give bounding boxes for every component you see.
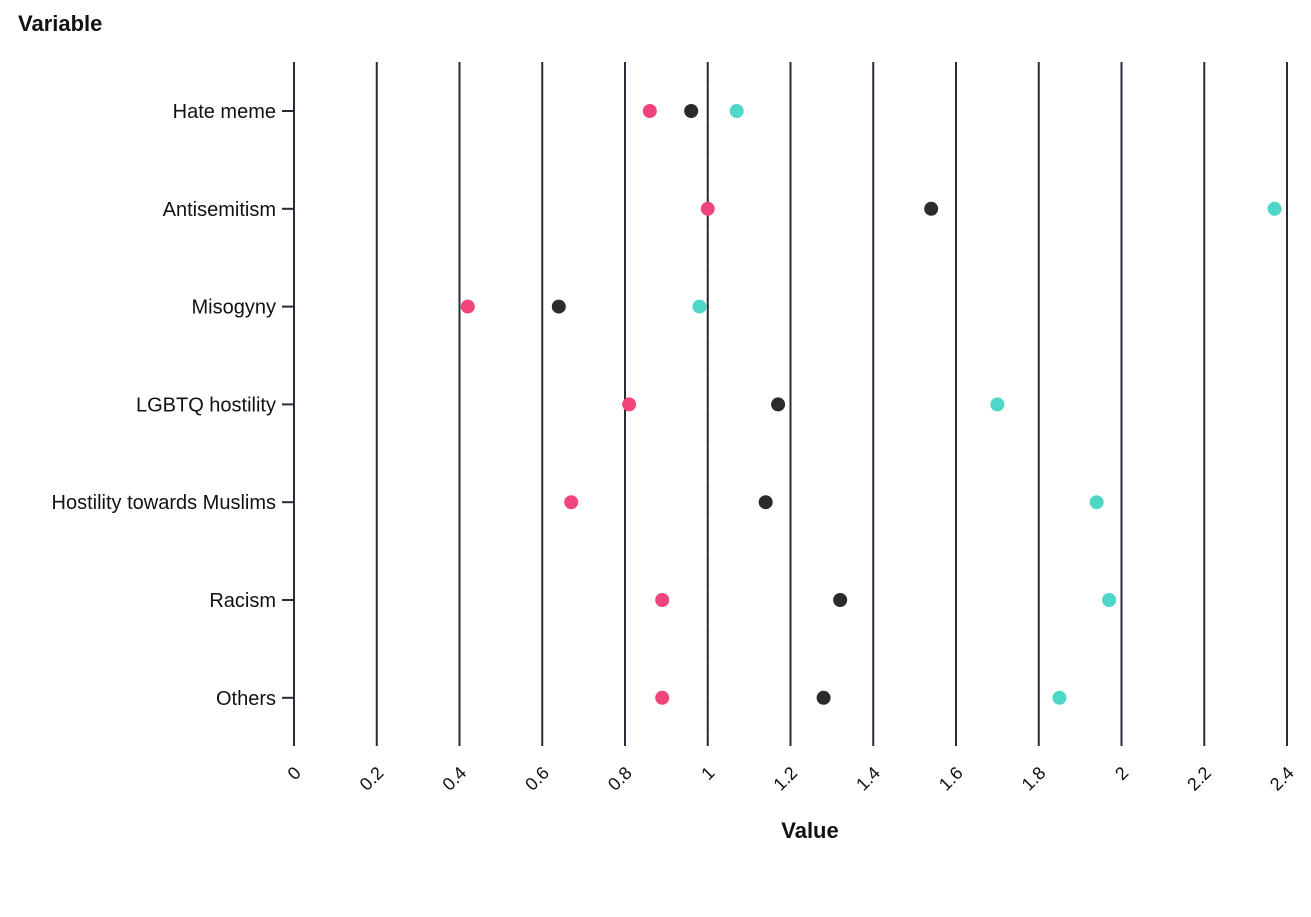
x-tick-label: 1.4 xyxy=(852,763,884,795)
category-label: Misogyny xyxy=(192,297,276,319)
category-label: Others xyxy=(216,688,276,710)
data-point xyxy=(1089,495,1104,510)
data-point xyxy=(990,397,1005,412)
category-label: Racism xyxy=(209,590,276,612)
x-tick-label: 0.6 xyxy=(521,763,553,795)
data-point xyxy=(655,690,670,705)
data-point xyxy=(655,593,670,607)
data-point xyxy=(1052,690,1067,705)
data-point xyxy=(924,201,939,216)
x-tick-label: 1.2 xyxy=(769,763,801,795)
data-point xyxy=(622,397,637,412)
data-point xyxy=(700,201,715,216)
category-label: Hate meme xyxy=(173,101,276,123)
x-tick-label: 0.8 xyxy=(604,763,636,795)
data-point xyxy=(1102,593,1117,607)
data-point xyxy=(642,104,657,118)
data-point xyxy=(771,397,786,412)
data-point xyxy=(833,593,848,607)
x-axis-title: Value xyxy=(781,818,838,843)
x-tick-label: 2.4 xyxy=(1266,763,1298,795)
data-points xyxy=(460,104,1282,705)
x-tick-label: 2 xyxy=(1111,763,1132,784)
data-point xyxy=(1267,201,1282,216)
x-tick-label: 0.2 xyxy=(356,763,388,795)
x-tick-label: 1.8 xyxy=(1018,763,1050,795)
x-axis-ticks: 0 0.2 0.4 0.6 0.8 1 1.2 1.4 1.6 1.8 2 2.2 2.4 xyxy=(284,763,1298,795)
data-point xyxy=(758,495,773,510)
x-tick-label: 1 xyxy=(697,763,718,784)
x-tick-label: 2.2 xyxy=(1183,763,1215,795)
category-label: LGBTQ hostility xyxy=(136,394,276,416)
data-point xyxy=(460,299,475,314)
data-point xyxy=(564,495,579,510)
x-tick-label: 1.6 xyxy=(935,763,967,795)
category-label: Hostility towards Muslims xyxy=(52,492,276,514)
y-axis-title: Variable xyxy=(18,11,102,36)
x-tick-label: 0.4 xyxy=(438,763,470,795)
x-tick-label: 0 xyxy=(284,763,305,784)
data-point xyxy=(551,299,566,314)
category-label: Antisemitism xyxy=(163,199,276,221)
data-point xyxy=(684,104,699,118)
data-point xyxy=(692,299,707,314)
data-point xyxy=(816,690,831,705)
category-axis: Hate meme Antisemitism Misogyny LGBTQ hosti… xyxy=(52,101,294,710)
vertical-gridlines xyxy=(293,62,1288,746)
data-point xyxy=(729,104,744,118)
